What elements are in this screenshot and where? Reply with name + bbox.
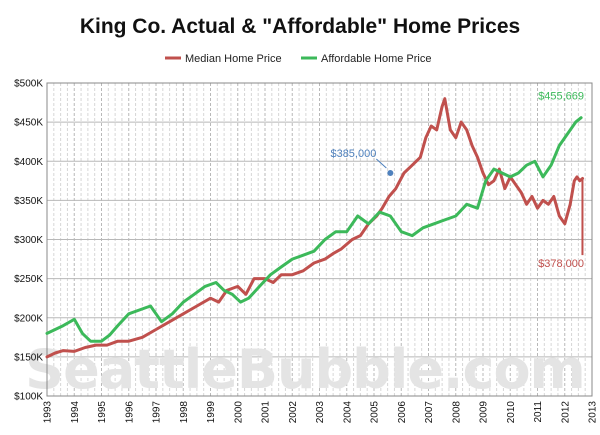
x-tick-label: 2011 [533, 401, 544, 423]
x-tick-label: 1993 [43, 401, 54, 424]
x-tick-label: 1999 [206, 401, 217, 424]
x-tick-label: 2007 [424, 401, 435, 424]
legend-label-affordable: Affordable Home Price [321, 53, 431, 65]
end-label-layer: $455,669 $378,000 [538, 91, 584, 270]
x-tick-label: 2002 [288, 401, 299, 424]
annotation-marker [387, 169, 394, 176]
y-tick-label: $100K [14, 392, 43, 403]
x-tick-label: 2003 [315, 401, 326, 424]
chart-title: King Co. Actual & "Affordable" Home Pric… [80, 15, 520, 38]
annotation-leader [376, 158, 387, 169]
x-tick-label: 2005 [370, 401, 381, 424]
x-tick-label: 1994 [70, 401, 81, 424]
y-tick-label: $400K [14, 157, 43, 168]
grid [46, 82, 593, 397]
y-tick-label: $250K [14, 274, 43, 285]
x-tick-label: 1995 [97, 401, 108, 424]
end-label-median: $378,000 [538, 258, 584, 270]
y-tick-label: $150K [14, 352, 43, 363]
y-tick-label: $450K [14, 118, 43, 129]
x-tick-label: 2012 [560, 401, 571, 424]
end-label-affordable: $455,669 [538, 91, 584, 103]
x-tick-label: 1997 [152, 401, 163, 424]
y-tick-label: $500K [14, 79, 43, 90]
y-tick-label: $300K [14, 235, 43, 246]
series-layer [45, 97, 584, 359]
axes: $100K $150K $200K $250K $300K $350K $400K $450K… [14, 79, 598, 424]
x-tick-label: 1998 [179, 401, 190, 424]
y-tick-label: $200K [14, 313, 43, 324]
median-home-price-line [45, 97, 584, 359]
legend-label-median: Median Home Price [185, 53, 282, 65]
x-tick-label: 2000 [233, 401, 244, 424]
annotation-layer: $385,000 [330, 148, 394, 176]
watermark: SeattleBubble.com [25, 338, 585, 401]
y-tick-label: $350K [14, 196, 43, 207]
annotation-label: $385,000 [330, 148, 376, 160]
affordable-home-price-line [45, 116, 583, 343]
x-tick-label: 2009 [479, 401, 490, 424]
x-tick-label: 2006 [397, 401, 408, 424]
x-tick-label: 1996 [124, 401, 135, 424]
x-tick-label: 2008 [451, 401, 462, 424]
plot-frame [46, 82, 593, 397]
x-tick-label: 2010 [506, 401, 517, 424]
legend: Median Home Price Affordable Home Price [165, 53, 431, 65]
x-tick-label: 2013 [588, 401, 599, 424]
x-tick-label: 2004 [342, 401, 353, 424]
x-tick-label: 2001 [261, 401, 272, 424]
